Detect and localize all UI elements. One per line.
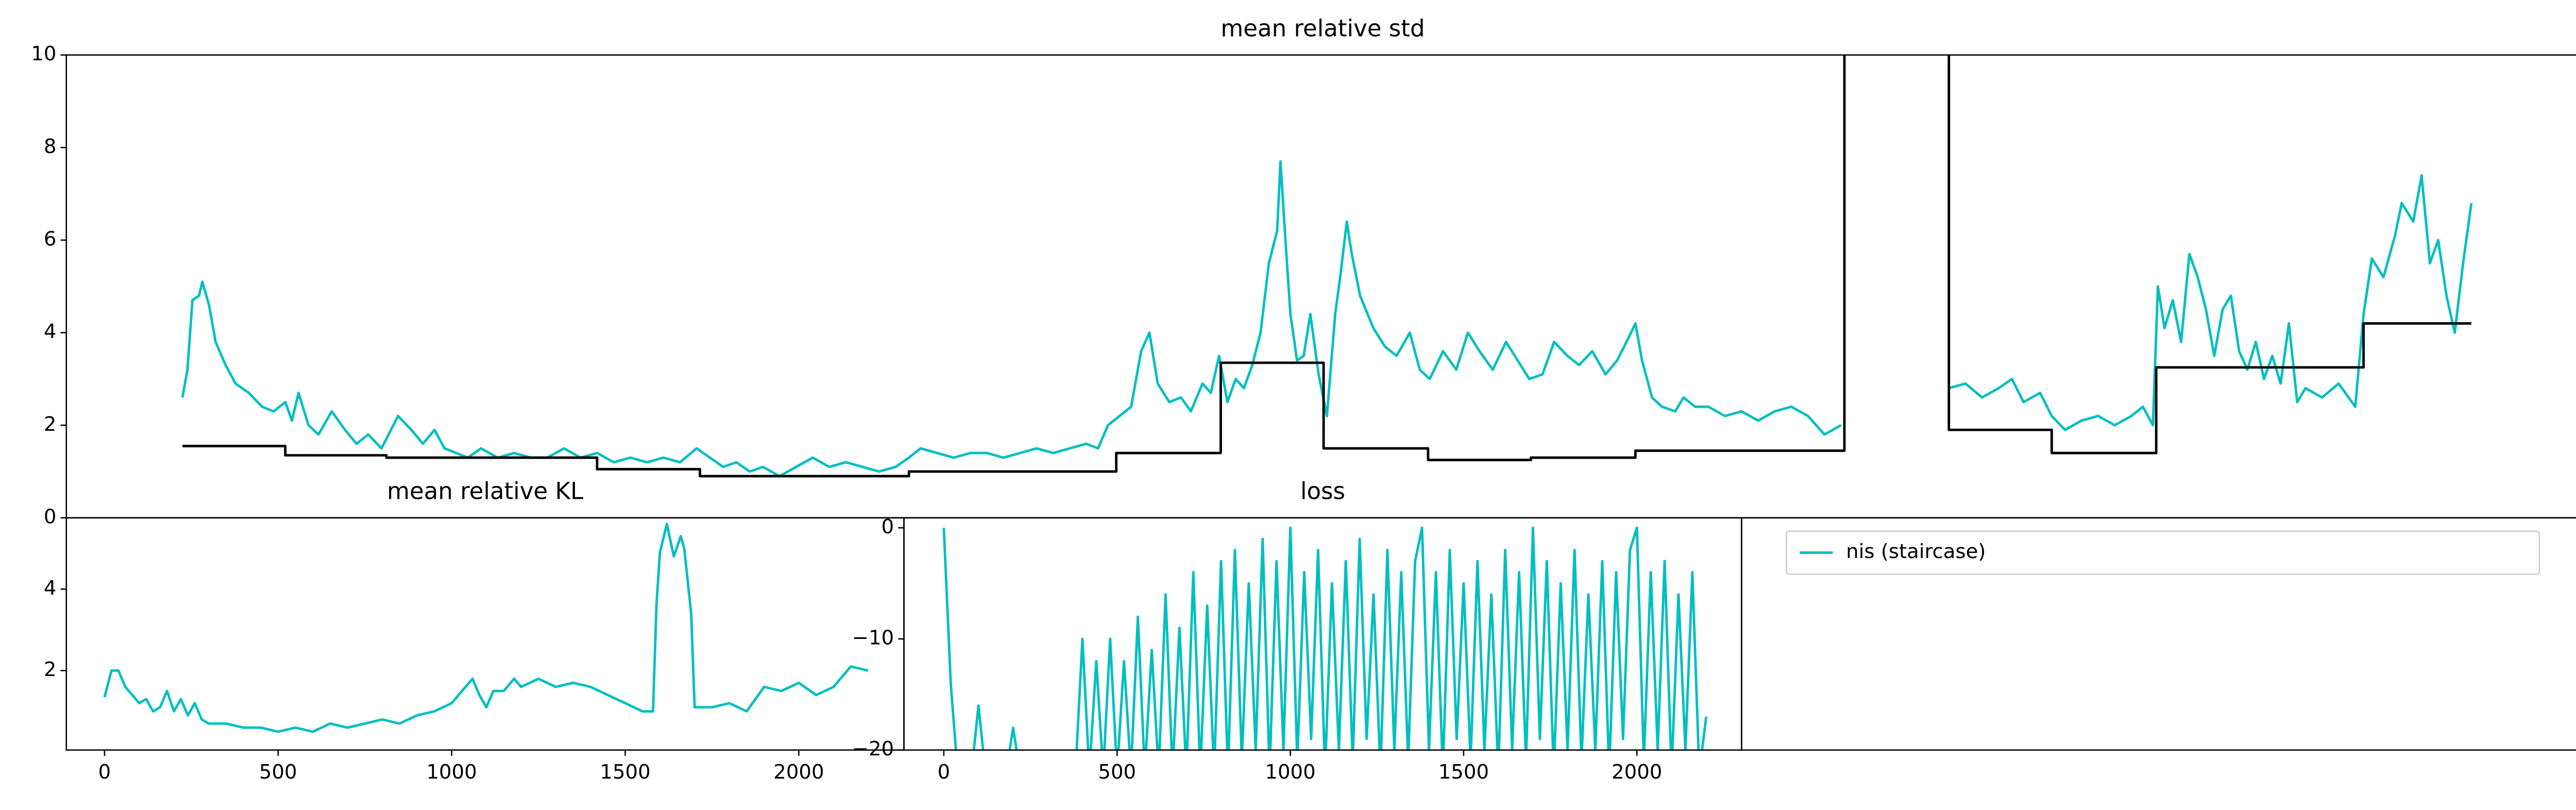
x-tick-label: 1000 <box>1265 761 1315 784</box>
y-tick-label: 4 <box>44 577 57 600</box>
series-line <box>181 160 2473 478</box>
y-tick-label: 6 <box>44 227 57 250</box>
x-tick-label: 0 <box>938 761 951 784</box>
x-tick-label: 2000 <box>773 761 824 784</box>
x-tick-label: 500 <box>1098 761 1136 784</box>
series-line <box>103 522 869 733</box>
x-tick-label: 1000 <box>426 761 477 784</box>
y-tick-label: 8 <box>44 135 57 158</box>
x-tick-label: 1500 <box>1438 761 1489 784</box>
y-tick-label: 0 <box>44 505 57 528</box>
x-tick-label: 500 <box>259 761 297 784</box>
y-tick-label: 4 <box>44 320 57 343</box>
y-tick-label: 2 <box>44 413 57 436</box>
series-line <box>942 526 1708 750</box>
axes-title: mean relative KL <box>387 478 583 505</box>
axes-frame <box>1741 517 2576 751</box>
axes-title: loss <box>1300 478 1345 505</box>
x-tick-label: 0 <box>98 761 111 784</box>
legend-label: nis (staircase) <box>1846 540 1986 563</box>
y-tick-label: −20 <box>852 737 894 761</box>
x-tick-label: 1500 <box>600 761 650 784</box>
y-tick-label: 2 <box>44 658 57 681</box>
series-line <box>182 55 2471 478</box>
legend-box <box>1785 530 2540 575</box>
y-tick-label: 0 <box>882 515 894 538</box>
y-tick-label: −10 <box>852 626 894 649</box>
y-tick-label: 10 <box>31 42 56 65</box>
x-tick-label: 2000 <box>1612 761 1662 784</box>
axes-title: mean relative std <box>1221 14 1425 42</box>
legend: nis (staircase) <box>1785 530 2540 575</box>
